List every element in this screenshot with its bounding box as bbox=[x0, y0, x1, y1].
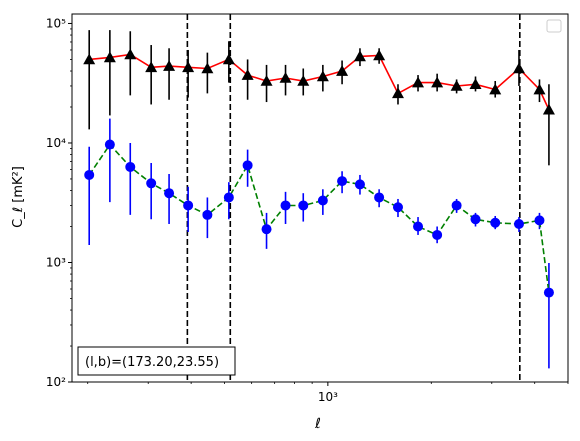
x-axis-label: ℓ bbox=[314, 416, 321, 432]
y-tick-label-0: 10² bbox=[46, 375, 66, 389]
data-point-s0-17 bbox=[412, 76, 425, 88]
series-0 bbox=[83, 30, 555, 166]
series-1 bbox=[84, 118, 554, 369]
data-point-s1-2 bbox=[125, 161, 136, 172]
data-point-s0-9 bbox=[260, 75, 273, 86]
data-point-s0-12 bbox=[316, 70, 329, 82]
data-point-s1-6 bbox=[202, 209, 213, 220]
data-point-s1-12 bbox=[317, 195, 328, 206]
data-point-s0-22 bbox=[512, 62, 525, 74]
plot-frame bbox=[71, 13, 569, 383]
data-point-s0-16 bbox=[391, 87, 404, 99]
data-point-s0-20 bbox=[469, 78, 482, 90]
data-point-s0-18 bbox=[431, 76, 444, 88]
data-point-s1-20 bbox=[470, 214, 481, 225]
data-point-s1-13 bbox=[337, 176, 348, 187]
data-point-s0-14 bbox=[353, 50, 366, 62]
y-tick-label-3: 10⁵ bbox=[46, 16, 66, 30]
annotation-text: (l,b)=(173.20,23.55) bbox=[85, 355, 219, 370]
data-point-s1-21 bbox=[490, 217, 501, 228]
y-tick-label-1: 10³ bbox=[46, 255, 66, 269]
data-point-s1-17 bbox=[413, 221, 424, 232]
data-point-s0-10 bbox=[279, 71, 292, 83]
data-point-s0-24 bbox=[542, 103, 555, 115]
data-point-s0-21 bbox=[489, 83, 502, 95]
data-point-s0-6 bbox=[201, 62, 214, 74]
data-point-s1-8 bbox=[242, 160, 253, 171]
y-axis-label: C_ℓ [mK²] bbox=[11, 166, 26, 228]
data-point-s0-8 bbox=[241, 69, 254, 80]
data-point-s0-13 bbox=[336, 65, 349, 76]
data-point-s0-7 bbox=[222, 53, 235, 65]
data-point-s1-23 bbox=[534, 215, 545, 226]
data-point-s1-24 bbox=[543, 287, 554, 298]
y-tick-label-2: 10⁴ bbox=[46, 136, 66, 150]
data-point-s0-0 bbox=[83, 53, 96, 65]
data-point-s1-19 bbox=[451, 200, 462, 211]
data-point-s1-18 bbox=[432, 229, 443, 240]
data-point-s1-7 bbox=[223, 192, 234, 203]
data-point-s1-9 bbox=[261, 224, 272, 235]
data-point-s0-5 bbox=[182, 61, 195, 73]
data-point-s0-3 bbox=[145, 61, 158, 73]
data-point-s1-4 bbox=[164, 188, 175, 199]
data-point-s0-4 bbox=[163, 60, 176, 71]
data-point-s1-1 bbox=[104, 139, 115, 150]
data-point-s1-3 bbox=[146, 178, 157, 189]
data-point-s1-11 bbox=[298, 200, 309, 211]
data-point-s0-11 bbox=[297, 75, 310, 86]
data-point-s0-2 bbox=[124, 48, 137, 60]
data-point-s1-0 bbox=[84, 169, 95, 180]
data-point-s0-15 bbox=[373, 49, 386, 61]
data-point-s1-10 bbox=[280, 200, 291, 211]
legend-box bbox=[546, 19, 562, 33]
data-point-s0-1 bbox=[103, 51, 116, 63]
data-point-s1-22 bbox=[513, 218, 524, 229]
data-point-s1-15 bbox=[374, 192, 385, 203]
data-point-s1-5 bbox=[183, 200, 194, 211]
data-point-s0-23 bbox=[533, 83, 546, 95]
data-point-s0-19 bbox=[450, 79, 463, 91]
data-point-s1-14 bbox=[354, 179, 365, 190]
coordinate-annotation: (l,b)=(173.20,23.55) bbox=[77, 346, 236, 376]
x-tick-label-0: 10³ bbox=[318, 390, 338, 404]
data-point-s1-16 bbox=[392, 202, 403, 213]
